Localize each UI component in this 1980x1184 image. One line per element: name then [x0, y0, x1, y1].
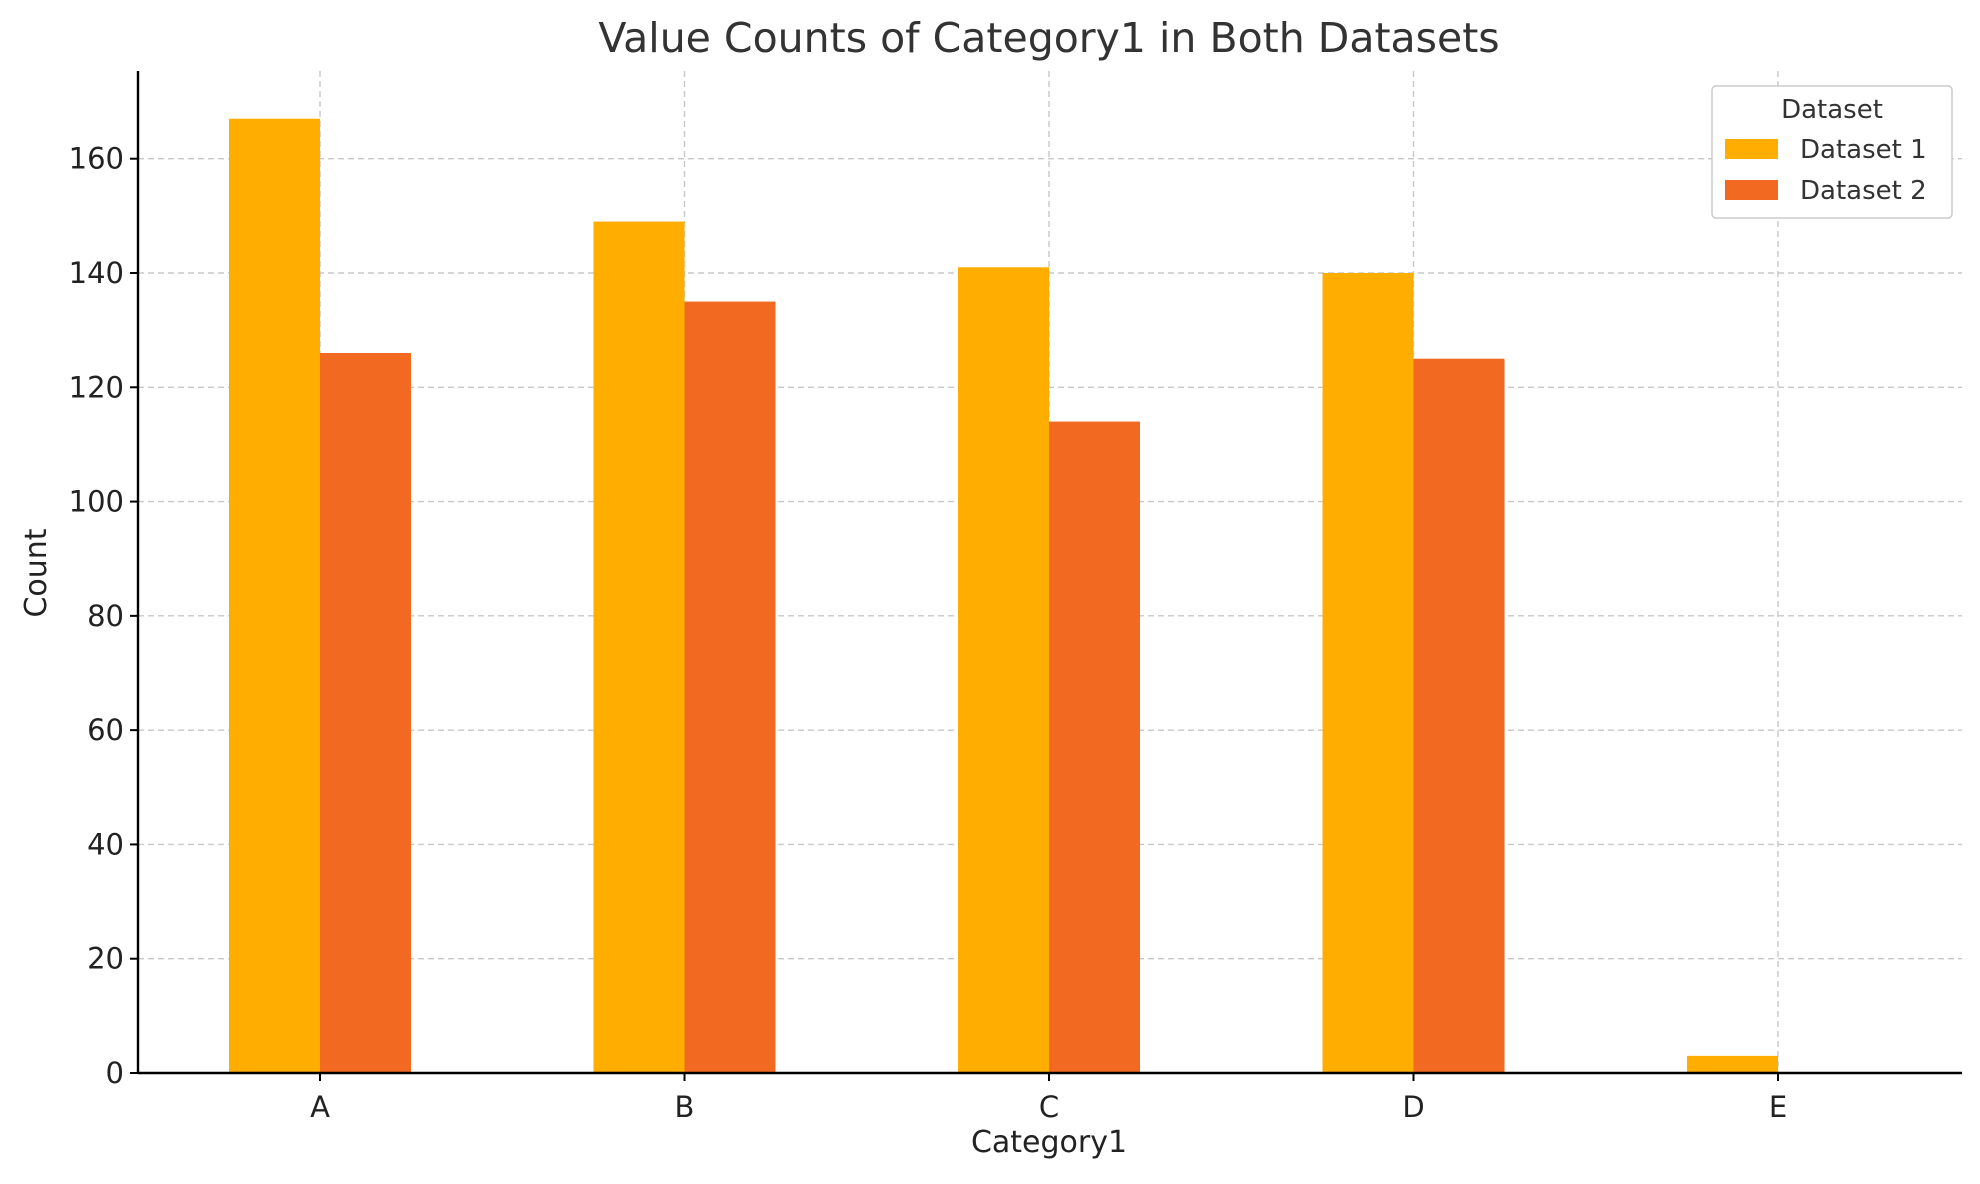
x-tick-label: A — [310, 1090, 330, 1124]
legend-title: Dataset — [1781, 95, 1883, 125]
y-axis-label: Count — [19, 528, 54, 617]
bars — [229, 118, 1778, 1074]
y-tick-label: 40 — [87, 827, 124, 861]
x-tick-label: B — [675, 1090, 695, 1124]
legend-label: Dataset 1 — [1800, 135, 1927, 165]
legend-swatch — [1725, 139, 1778, 159]
legend-label: Dataset 2 — [1800, 176, 1927, 206]
x-tick-label: C — [1039, 1090, 1059, 1124]
chart-title: Value Counts of Category1 in Both Datase… — [598, 14, 1499, 62]
y-tick-label: 120 — [69, 370, 124, 404]
bar-dataset-2-b — [684, 301, 776, 1074]
y-tick-label: 20 — [87, 942, 124, 976]
bar-dataset-1-b — [593, 221, 685, 1074]
ticks: 0 20 40 60 80 100 120 140 160 A B C D E — [69, 142, 1788, 1124]
legend-items: Dataset 1 Dataset 2 — [1725, 135, 1927, 206]
bar-dataset-1-a — [229, 118, 320, 1073]
bar-dataset-1-c — [958, 267, 1049, 1073]
y-tick-label: 60 — [87, 713, 124, 747]
legend: Dataset Dataset 1 Dataset 2 — [1711, 85, 1953, 219]
x-axis-label: Category1 — [971, 1125, 1127, 1160]
legend-swatch — [1725, 180, 1778, 200]
y-tick-label: 100 — [69, 485, 124, 519]
y-tick-label: 140 — [69, 256, 124, 290]
bar-dataset-2-a — [320, 353, 411, 1073]
y-tick-label: 0 — [106, 1056, 124, 1090]
bar-dataset-1-d — [1322, 273, 1414, 1073]
bar-dataset-1-e — [1687, 1055, 1778, 1073]
bar-dataset-2-c — [1049, 421, 1140, 1074]
y-tick-label: 80 — [87, 599, 124, 633]
bar-dataset-2-d — [1413, 358, 1505, 1073]
y-tick-label: 160 — [69, 142, 124, 176]
x-tick-label: E — [1769, 1090, 1787, 1124]
x-tick-label: D — [1402, 1090, 1424, 1124]
